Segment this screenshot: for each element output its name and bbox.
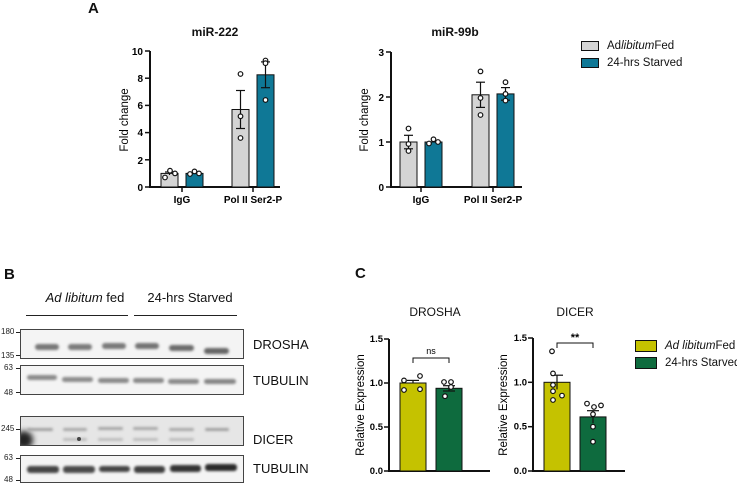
mw-marker: 48 <box>4 475 13 484</box>
legend-item-ad-libitum-fed: Ad libitum Fed <box>635 337 737 354</box>
svg-text:1.0: 1.0 <box>514 377 527 388</box>
svg-text:0.5: 0.5 <box>370 422 384 433</box>
group-label-starved: 24-hrs Starved <box>147 290 233 305</box>
chart-title-mir-99b: miR-99b <box>431 25 479 39</box>
svg-text:6: 6 <box>137 101 143 112</box>
blot-dicer <box>20 416 244 446</box>
blot-tubulin-2 <box>20 455 244 483</box>
legend-item-24hrs-starved: 24-hrs Starved <box>635 354 737 371</box>
panel-letter-b: B <box>4 266 15 283</box>
svg-text:0: 0 <box>378 183 384 194</box>
group-underline <box>26 315 128 316</box>
legend-item-24hrs-starved: 24-hrs Starved <box>581 54 682 71</box>
mw-marker: 180 <box>1 327 15 336</box>
svg-text:Pol II Ser2-P: Pol II Ser2-P <box>224 195 283 206</box>
blot-label-dicer: DICER <box>253 432 294 447</box>
y-axis-label: Fold change <box>359 88 371 151</box>
legend-c: Ad libitum Fed 24-hrs Starved <box>635 337 737 371</box>
svg-text:3: 3 <box>378 48 384 59</box>
svg-text:IgG: IgG <box>413 195 430 206</box>
svg-text:2: 2 <box>378 93 384 104</box>
blot-drosha <box>20 329 244 359</box>
svg-text:Pol II Ser2-P: Pol II Ser2-P <box>464 195 523 206</box>
legend-swatch-gray <box>581 40 599 51</box>
svg-text:0: 0 <box>137 183 143 194</box>
svg-text:0.5: 0.5 <box>514 422 528 433</box>
chart-title-mir-222: miR-222 <box>191 25 239 39</box>
group-underline <box>134 315 237 316</box>
chart-drosha: Relative Expression 1.5 1.0 0.5 0.0 ns <box>355 334 490 477</box>
significance-double-star: ** <box>571 332 580 344</box>
y-axis-label: Fold change <box>119 88 131 151</box>
svg-text:0.0: 0.0 <box>370 466 383 477</box>
mw-marker: 63 <box>4 363 13 372</box>
svg-text:4: 4 <box>137 128 143 139</box>
legend-item-ad-libitum-fed: Ad libitum Fed <box>581 37 682 54</box>
chart-title-drosha: DROSHA <box>409 305 461 319</box>
svg-text:1.0: 1.0 <box>370 378 383 389</box>
mw-marker: 245 <box>1 424 15 433</box>
svg-text:1.5: 1.5 <box>370 334 384 345</box>
mw-marker: 135 <box>1 351 15 360</box>
chart-dicer: Relative Expression 1.5 1.0 0.5 0.0 ** <box>498 332 625 477</box>
svg-text:8: 8 <box>137 74 143 85</box>
svg-text:1.5: 1.5 <box>514 333 528 344</box>
panel-letter-c: C <box>355 265 366 282</box>
chart-mir-222: Fold change 10 8 6 4 2 0 IgG Pol II Ser2… <box>119 47 283 206</box>
blot-label-tubulin: TUBULIN <box>253 461 309 476</box>
y-axis-label: Relative Expression <box>355 354 367 456</box>
group-label-ad-libitum: Ad libitum fed <box>45 290 125 305</box>
svg-text:1: 1 <box>378 138 384 149</box>
legend-a: Ad libitum Fed 24-hrs Starved <box>581 37 682 71</box>
blot-tubulin-1 <box>20 365 244 395</box>
mw-marker: 63 <box>4 453 13 462</box>
legend-swatch-green <box>635 356 657 369</box>
mw-marker: 48 <box>4 388 13 397</box>
svg-text:2: 2 <box>137 156 143 167</box>
panel-letter-a: A <box>88 0 99 17</box>
svg-text:10: 10 <box>132 47 144 58</box>
chart-title-dicer: DICER <box>556 305 594 319</box>
y-axis-label: Relative Expression <box>498 354 510 456</box>
chart-mir-99b: Fold change 3 2 1 0 IgG Pol II Ser2-P <box>359 48 523 206</box>
significance-ns: ns <box>426 346 436 356</box>
legend-swatch-teal <box>581 57 599 68</box>
legend-swatch-yellow <box>635 339 657 352</box>
blot-label-tubulin: TUBULIN <box>253 373 309 388</box>
svg-text:0.0: 0.0 <box>514 466 527 477</box>
svg-text:IgG: IgG <box>174 195 191 206</box>
blot-label-drosha: DROSHA <box>253 337 309 352</box>
